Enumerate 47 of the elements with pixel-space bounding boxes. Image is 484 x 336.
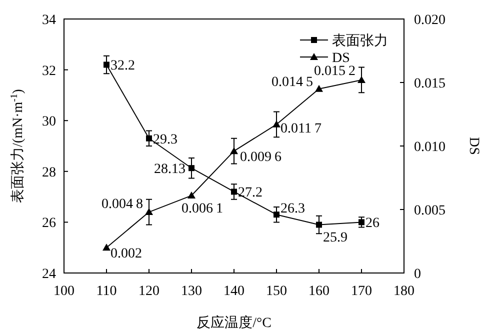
y2-tick-label: 0.015 [414,76,446,92]
y2-tick-label: 0.005 [414,204,446,218]
y2-axis-title: DS [466,137,481,155]
point [102,244,110,251]
legend-label: 表面张力 [332,33,388,49]
y-tick-label: 30 [42,114,56,130]
y-tick-label: 24 [42,267,56,282]
point [188,192,196,199]
y-tick-label: 26 [42,216,56,232]
data-label: 28.13 [154,162,186,178]
point [274,212,280,218]
y2-tick-label: 0 [414,267,421,282]
data-label: 0.002 [110,246,142,262]
point [358,219,364,226]
data-label: 0.0145 [272,74,313,90]
y2-tick-label: 0.010 [414,140,446,155]
point [188,165,194,172]
x-tick-label: 130 [181,284,202,299]
point [145,208,153,216]
point [272,120,280,128]
x-tick-label: 120 [138,284,160,299]
point [146,135,152,142]
x-tick-label: 110 [96,284,117,299]
point [231,188,237,195]
legend-label: DS [332,51,350,66]
x-tick-label: 140 [224,284,244,299]
point [316,222,322,228]
x-tick-label: 180 [394,284,414,299]
y-tick-label: 32 [42,64,56,79]
data-label: 26.3 [280,202,305,217]
data-label: 25.9 [323,230,348,246]
data-label: 27.2 [238,186,262,201]
point [104,62,110,68]
x-tick-label: 150 [266,284,287,299]
data-label: 29.3 [153,132,178,148]
x-tick-label: 160 [308,284,330,299]
point [315,84,323,92]
x-axis-title: 反应温度/°C [196,315,272,331]
data-label: 0.0048 [102,197,143,212]
y-tick-label: 28 [42,165,56,180]
data-label: 32.2 [110,58,135,74]
point [230,147,238,154]
y2-tick-label: 0.020 [414,13,446,28]
data-label: 26 [366,216,380,232]
y-tick-label: 34 [42,13,56,28]
x-tick-label: 100 [54,284,74,299]
x-tick-label: 170 [351,284,372,299]
